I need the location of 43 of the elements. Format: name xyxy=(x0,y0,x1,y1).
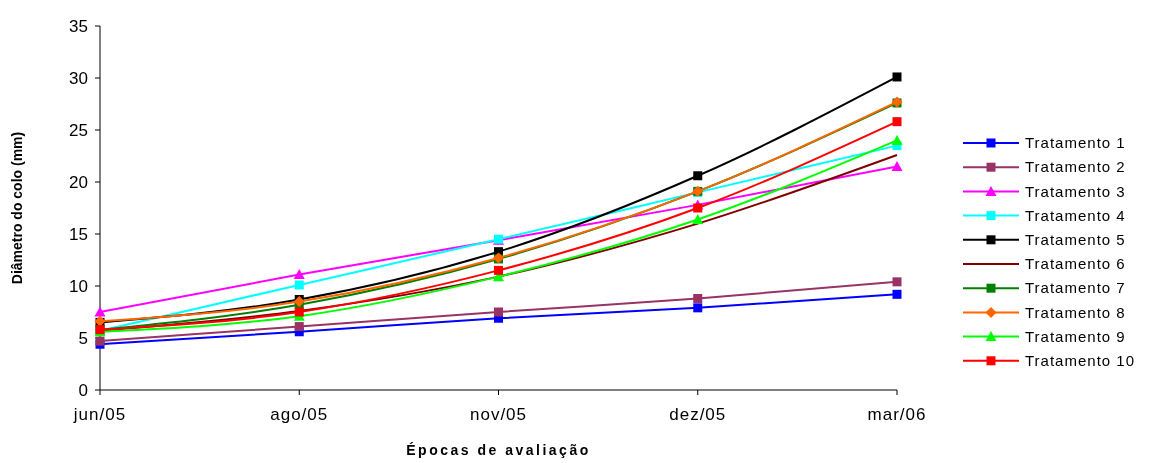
y-tick-label: 25 xyxy=(69,120,88,140)
y-tick-label: 10 xyxy=(69,276,88,296)
y-axis-title: Diâmetro do colo (mm) xyxy=(9,131,25,285)
x-axis-title: Épocas de avaliação xyxy=(406,442,591,458)
legend-label: Tratamento 4 xyxy=(1025,206,1126,224)
x-tick-label: nov/05 xyxy=(469,405,528,424)
point xyxy=(891,160,903,171)
legend-label: Tratamento 8 xyxy=(1025,303,1126,321)
legend-label: Tratamento 2 xyxy=(1025,158,1126,176)
legend-label: Tratamento 6 xyxy=(1025,255,1126,273)
y-tick-label: 15 xyxy=(69,224,88,244)
point xyxy=(693,293,703,303)
x-tick-label: ago/05 xyxy=(270,405,329,424)
point xyxy=(892,72,902,82)
point xyxy=(294,307,304,317)
legend-label: Tratamento 1 xyxy=(1025,134,1126,152)
point xyxy=(891,134,903,145)
point xyxy=(693,203,703,213)
y-tick-label: 5 xyxy=(78,328,88,348)
point xyxy=(293,269,305,280)
point xyxy=(693,303,703,313)
x-tick-label: dez/05 xyxy=(669,405,727,424)
point xyxy=(892,289,902,299)
legend-label: Tratamento 3 xyxy=(1025,182,1126,200)
legend-label: Tratamento 5 xyxy=(1025,231,1126,249)
legend-label: Tratamento 10 xyxy=(1025,352,1135,370)
point xyxy=(892,277,902,287)
point xyxy=(494,307,503,317)
point xyxy=(294,280,304,290)
x-tick-label: mar/06 xyxy=(867,405,927,424)
y-tick-label: 30 xyxy=(69,68,88,88)
point xyxy=(693,171,703,181)
point xyxy=(692,213,704,224)
x-tick-label: jun/05 xyxy=(72,405,127,424)
point xyxy=(494,265,503,275)
legend-label: Tratamento 9 xyxy=(1025,327,1126,345)
point xyxy=(294,322,304,332)
legend-label: Tratamento 7 xyxy=(1025,279,1126,297)
y-tick-label: 0 xyxy=(78,380,88,400)
y-tick-label: 20 xyxy=(69,172,88,192)
y-tick-label: 35 xyxy=(69,16,88,36)
point xyxy=(94,306,106,317)
point xyxy=(892,117,902,127)
